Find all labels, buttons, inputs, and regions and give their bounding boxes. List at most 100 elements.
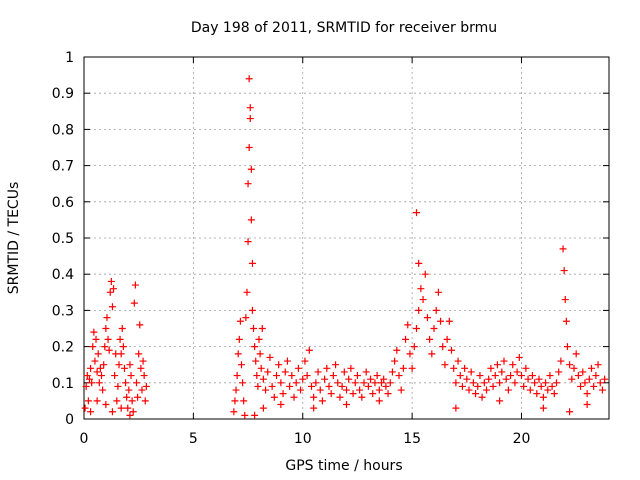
data-point — [465, 386, 473, 394]
data-point — [524, 375, 532, 383]
y-tick-label: 0.5 — [52, 231, 74, 247]
grid-lines — [84, 57, 609, 419]
data-point — [546, 372, 554, 380]
data-point — [572, 350, 580, 358]
data-point — [93, 397, 101, 405]
data-point — [487, 364, 495, 372]
data-point — [500, 357, 508, 365]
data-point — [458, 382, 466, 390]
data-point — [290, 393, 298, 401]
chart-title: Day 198 of 2011, SRMTID for receiver brm… — [191, 20, 497, 36]
data-point — [125, 386, 133, 394]
data-point — [312, 379, 320, 387]
data-point — [557, 357, 565, 365]
data-point — [454, 357, 462, 365]
y-tick-label: 0.7 — [52, 159, 74, 175]
data-point — [102, 401, 110, 409]
data-point — [303, 372, 311, 380]
data-point — [91, 357, 99, 365]
data-point — [233, 372, 241, 380]
data-point — [239, 379, 247, 387]
data-point — [281, 368, 289, 376]
data-point — [561, 296, 569, 304]
data-point — [548, 382, 556, 390]
data-point — [252, 357, 260, 365]
data-point — [347, 364, 355, 372]
data-point — [96, 364, 104, 372]
x-tick-label: 5 — [189, 431, 198, 447]
data-point — [343, 386, 350, 394]
data-point — [369, 390, 377, 398]
data-point — [92, 335, 100, 343]
data-point — [135, 350, 143, 358]
data-point — [358, 393, 366, 401]
data-point — [474, 382, 482, 390]
data-point — [404, 321, 412, 329]
data-point — [138, 386, 146, 394]
data-point — [598, 386, 606, 394]
y-axis-label: SRMTID / TECUs — [6, 182, 22, 295]
data-point — [467, 368, 475, 376]
data-point — [544, 386, 552, 394]
data-point — [526, 386, 534, 394]
data-point — [87, 408, 95, 416]
data-point — [423, 314, 431, 322]
data-point — [323, 364, 331, 372]
data-point — [88, 379, 96, 387]
data-point — [513, 368, 521, 376]
data-point — [87, 364, 95, 372]
data-point — [230, 408, 238, 416]
data-point — [450, 364, 458, 372]
data-point — [332, 361, 340, 369]
data-point — [85, 375, 93, 383]
data-point — [283, 357, 291, 365]
data-point — [245, 144, 253, 151]
data-point — [391, 357, 399, 365]
data-point — [430, 325, 438, 332]
y-tick-label: 0.2 — [52, 340, 74, 356]
data-point — [539, 404, 547, 412]
data-point — [136, 321, 144, 329]
data-point — [247, 165, 255, 173]
data-point — [371, 379, 379, 387]
data-point — [432, 306, 440, 314]
data-point — [384, 390, 392, 398]
data-point — [108, 303, 116, 311]
data-point — [327, 390, 335, 398]
data-point — [566, 408, 574, 416]
data-point — [493, 361, 501, 369]
data-point — [356, 386, 364, 394]
data-point — [117, 350, 125, 358]
data-point — [434, 288, 442, 296]
data-point — [321, 375, 329, 383]
data-point — [498, 368, 506, 376]
data-point — [253, 372, 261, 380]
data-point — [111, 372, 119, 380]
data-point — [413, 209, 420, 217]
data-point — [122, 379, 130, 387]
data-point — [99, 386, 107, 394]
data-point — [301, 357, 309, 365]
data-point — [535, 375, 543, 383]
axis-ticks: 00.10.20.30.40.50.60.70.80.910 5 10 15 20 — [52, 50, 609, 447]
data-point — [402, 335, 410, 343]
data-point — [601, 375, 609, 383]
data-point — [141, 397, 149, 405]
data-point — [106, 288, 114, 296]
data-point — [255, 335, 263, 343]
data-point — [362, 368, 370, 376]
data-point — [417, 285, 425, 293]
data-point — [294, 364, 302, 372]
data-point — [107, 277, 115, 285]
data-point — [415, 259, 423, 267]
data-point — [259, 404, 267, 412]
data-point — [522, 364, 530, 372]
data-point — [254, 382, 262, 390]
data-point — [325, 382, 333, 390]
data-point — [243, 288, 251, 296]
data-point — [426, 335, 434, 343]
data-point — [588, 364, 595, 372]
data-point — [232, 386, 240, 394]
data-point — [124, 404, 132, 412]
x-axis-label: GPS time / hours — [285, 458, 402, 474]
